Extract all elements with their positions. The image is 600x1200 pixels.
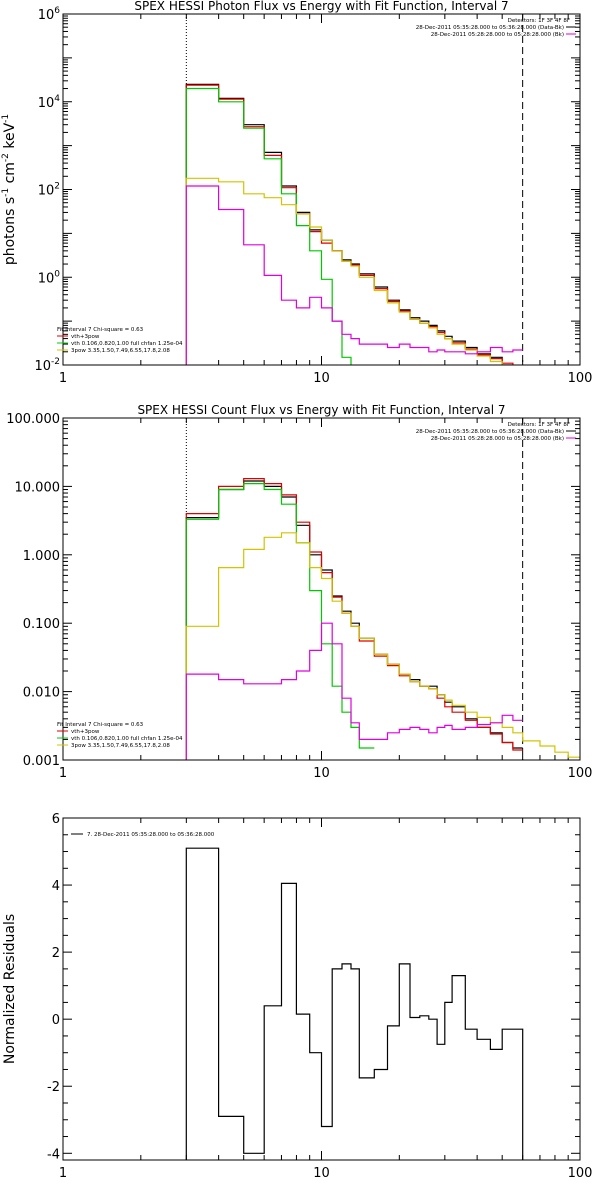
y-axis: 10-2 100 102 104 106: [34, 6, 580, 374]
y-tick-label: 4: [52, 879, 60, 894]
legend-label: 28-Dec-2011 05:35:28.000 to 05:36:28.000…: [416, 429, 564, 435]
y-tick-label: -4: [47, 1147, 60, 1162]
chart-photon: SPEX HESSI Photon Flux vs Energy with Fi…: [1, 0, 593, 386]
series-line-1: [185, 84, 514, 365]
legend-bottom: Fit Interval 7 Chi-square = 0.63vth+3pow…: [57, 722, 183, 749]
y-axis: -4 -2 0 2 4 6: [47, 812, 580, 1162]
plot-frame: [62, 817, 581, 1161]
y-tick-label: 106: [38, 6, 61, 23]
series-line-4: [185, 622, 523, 760]
legend-label: 28-Dec-2011 05:28:28.000 to 05:28:28.000…: [431, 32, 564, 38]
legend-label: vth+3pow: [71, 334, 100, 340]
y-axis-label: Normalized Residuals: [2, 914, 18, 1064]
y-tick-label: 100.000: [6, 412, 60, 427]
legend-header: Detectors: 1F 3F 4F 8F: [508, 422, 570, 428]
legend-label: vth+3pow: [71, 729, 100, 735]
x-tick-label: 100: [568, 766, 593, 781]
x-tick-label: 1: [59, 371, 67, 386]
y-tick-label: 6: [52, 812, 60, 827]
chart-title: SPEX HESSI Count Flux vs Energy with Fit…: [137, 403, 505, 417]
y-tick-label: -2: [47, 1080, 60, 1095]
legend-label: 3pow 3.35,1.50,7.49,6.55,17.8,2.08: [71, 743, 170, 749]
x-tick-label: 100: [568, 371, 593, 386]
series-line-0: [185, 847, 524, 1160]
chart-count: SPEX HESSI Count Flux vs Energy with Fit…: [6, 403, 593, 781]
series-line-0: [185, 480, 523, 760]
x-axis: 1 10 100: [59, 818, 593, 1181]
legend-header: Fit Interval 7 Chi-square = 0.63: [57, 722, 144, 728]
plot-frame: [62, 13, 581, 366]
series-line-4: [185, 185, 523, 365]
legend-label: vth 0.106,0.820,1.00 full chfan 1.25e-04: [71, 736, 183, 742]
series-line-2: [185, 87, 352, 365]
series-line-3: [185, 532, 580, 760]
series-group: [185, 847, 524, 1160]
y-tick-label: 100: [38, 269, 61, 286]
series-line-0: [185, 83, 514, 365]
plot-frame: [62, 417, 581, 761]
y-tick-label: 10-2: [34, 357, 60, 374]
y-tick-label: 0.001: [23, 754, 60, 769]
chart-residuals: 1 10 100 -4 -2 0 2 4 6 Normalized Residuals 7. 28-…: [2, 812, 592, 1181]
y-tick-label: 102: [38, 182, 60, 199]
legend-top: 7. 28-Dec-2011 05:35:28.000 to 05:36:28.…: [71, 832, 215, 838]
series-line-2: [185, 483, 375, 760]
x-tick-label: 1: [59, 766, 67, 781]
y-tick-label: 2: [52, 946, 60, 961]
legend-header: Fit Interval 7 Chi-square = 0.63: [57, 327, 144, 333]
x-tick-label: 1: [59, 1166, 67, 1181]
x-tick-label: 100: [568, 1166, 593, 1181]
y-tick-label: 104: [38, 94, 61, 111]
legend-label: vth 0.106,0.820,1.00 full chfan 1.25e-04: [71, 341, 183, 347]
legend-label: 28-Dec-2011 05:35:28.000 to 05:36:28.000…: [416, 25, 564, 31]
legend-label: 28-Dec-2011 05:28:28.000 to 05:28:28.000…: [431, 436, 564, 442]
legend-header: Detectors: 1F 3F 4F 8F: [508, 18, 570, 24]
y-axis-label: photons s-1 cm-2 keV-1: [1, 114, 18, 265]
x-tick-label: 10: [313, 1166, 330, 1181]
legend-bottom: Fit Interval 7 Chi-square = 0.63vth+3pow…: [57, 327, 183, 354]
y-tick-label: 0: [52, 1013, 60, 1028]
chart-title: SPEX HESSI Photon Flux vs Energy with Fi…: [134, 0, 508, 13]
y-tick-label: 10.000: [15, 480, 61, 495]
x-tick-label: 10: [313, 371, 330, 386]
series-line-1: [185, 478, 523, 760]
series-group: [185, 83, 523, 365]
series-group: [185, 478, 580, 760]
y-tick-label: 0.010: [23, 686, 60, 701]
legend-label: 7. 28-Dec-2011 05:35:28.000 to 05:36:28.…: [87, 832, 215, 838]
series-line-3: [185, 177, 503, 365]
y-tick-label: 1.000: [23, 549, 60, 564]
x-tick-label: 10: [313, 766, 330, 781]
y-tick-label: 0.100: [23, 617, 60, 632]
y-axis: 0.001 0.010 0.100 1.000 10.000 100.000: [6, 412, 580, 769]
legend-label: 3pow 3.35,1.50,7.49,6.55,17.8,2.08: [71, 348, 170, 354]
